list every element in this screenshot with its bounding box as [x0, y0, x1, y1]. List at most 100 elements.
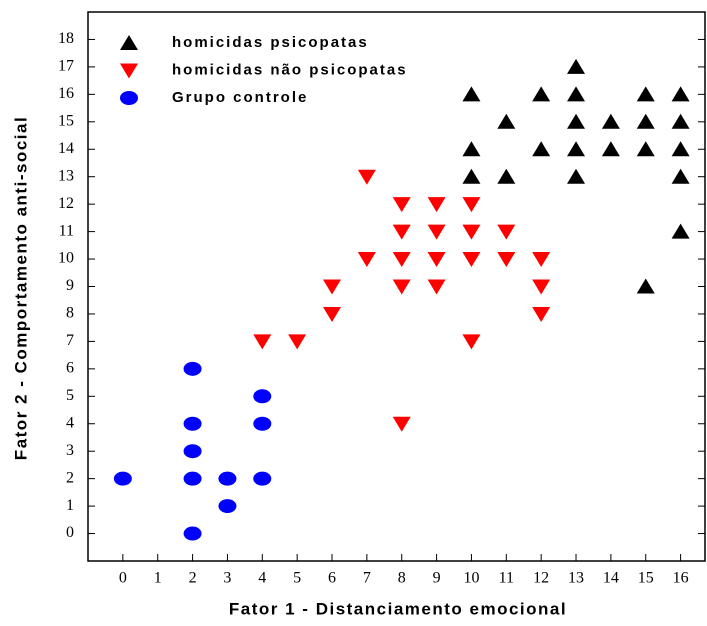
point — [323, 306, 342, 322]
point — [253, 389, 272, 404]
point — [392, 224, 411, 240]
point — [567, 86, 586, 102]
point — [462, 168, 481, 184]
x-tick-label: 4 — [258, 570, 266, 587]
y-tick-label: 16 — [58, 85, 74, 102]
point — [532, 141, 551, 157]
x-tick-label: 0 — [119, 570, 127, 587]
point — [392, 197, 411, 213]
point — [392, 252, 411, 268]
point — [601, 113, 620, 129]
point — [288, 334, 307, 350]
point — [427, 224, 446, 240]
point — [567, 113, 586, 129]
point — [497, 113, 516, 129]
point — [636, 86, 655, 102]
point — [462, 334, 481, 350]
x-tick-label: 3 — [223, 570, 231, 587]
y-tick-label: 12 — [58, 195, 74, 212]
y-tick-label: 10 — [58, 250, 74, 267]
legend-label: Grupo controle — [172, 89, 308, 106]
point — [671, 113, 690, 129]
point — [113, 471, 132, 486]
point — [392, 416, 411, 432]
point — [183, 471, 202, 486]
y-tick-label: 13 — [58, 167, 74, 184]
y-tick-label: 6 — [66, 360, 74, 377]
y-tick-label: 2 — [66, 469, 74, 486]
x-tick-label: 8 — [398, 570, 406, 587]
point — [532, 306, 551, 322]
y-tick-label: 7 — [66, 332, 74, 349]
point — [532, 252, 551, 268]
legend-marker — [120, 91, 138, 105]
point — [601, 141, 620, 157]
point — [357, 169, 376, 185]
x-tick-label: 6 — [328, 570, 336, 587]
legend-label: homicidas psicopatas — [172, 34, 369, 51]
y-tick-label: 1 — [66, 497, 74, 514]
y-tick-label: 14 — [58, 140, 74, 157]
y-tick-label: 5 — [66, 387, 74, 404]
point — [462, 86, 481, 102]
point — [671, 86, 690, 102]
y-axis-title: Fator 2 - Comportamento anti-social — [11, 116, 30, 460]
point — [253, 334, 272, 350]
point — [462, 252, 481, 268]
legend-marker — [120, 63, 138, 79]
point — [427, 279, 446, 295]
y-tick-label: 9 — [66, 277, 74, 294]
point — [532, 86, 551, 102]
point — [497, 168, 516, 184]
point — [357, 252, 376, 268]
x-tick-label: 5 — [293, 570, 301, 587]
point — [183, 416, 202, 431]
legend-marker — [120, 35, 138, 50]
point — [497, 224, 516, 240]
point — [462, 141, 481, 157]
x-tick-label: 9 — [433, 570, 441, 587]
point — [462, 224, 481, 240]
point — [671, 168, 690, 184]
x-tick-label: 12 — [533, 570, 549, 587]
x-tick-label: 11 — [499, 570, 514, 587]
x-tick-label: 10 — [463, 570, 479, 587]
y-tick-label: 11 — [59, 222, 74, 239]
y-tick-label: 15 — [58, 112, 74, 129]
x-tick-label: 13 — [568, 570, 584, 587]
y-tick-label: 0 — [66, 524, 74, 541]
point — [636, 141, 655, 157]
point — [671, 141, 690, 157]
point — [323, 279, 342, 295]
point — [567, 141, 586, 157]
x-tick-label: 2 — [189, 570, 197, 587]
y-tick-label: 17 — [58, 58, 74, 75]
y-tick-label: 18 — [58, 30, 74, 47]
point — [218, 471, 237, 486]
point — [183, 526, 202, 541]
y-tick-label: 4 — [66, 414, 74, 431]
point — [253, 416, 272, 431]
y-tick-label: 8 — [66, 305, 74, 322]
point — [567, 168, 586, 184]
point — [427, 197, 446, 213]
point — [392, 279, 411, 295]
point — [253, 471, 272, 486]
point — [636, 278, 655, 294]
x-tick-label: 16 — [673, 570, 689, 587]
point — [183, 444, 202, 459]
point — [427, 252, 446, 268]
legend-label: homicidas não psicopatas — [172, 61, 408, 78]
x-axis-title: Fator 1 - Distanciamento emocional — [229, 599, 567, 618]
point — [218, 499, 237, 514]
point — [183, 361, 202, 376]
point — [567, 58, 586, 74]
point — [532, 279, 551, 295]
y-tick-label: 3 — [66, 442, 74, 459]
point — [671, 223, 690, 239]
point — [497, 252, 516, 268]
x-tick-label: 1 — [154, 570, 162, 587]
x-tick-label: 14 — [603, 570, 619, 587]
x-tick-label: 7 — [363, 570, 371, 587]
